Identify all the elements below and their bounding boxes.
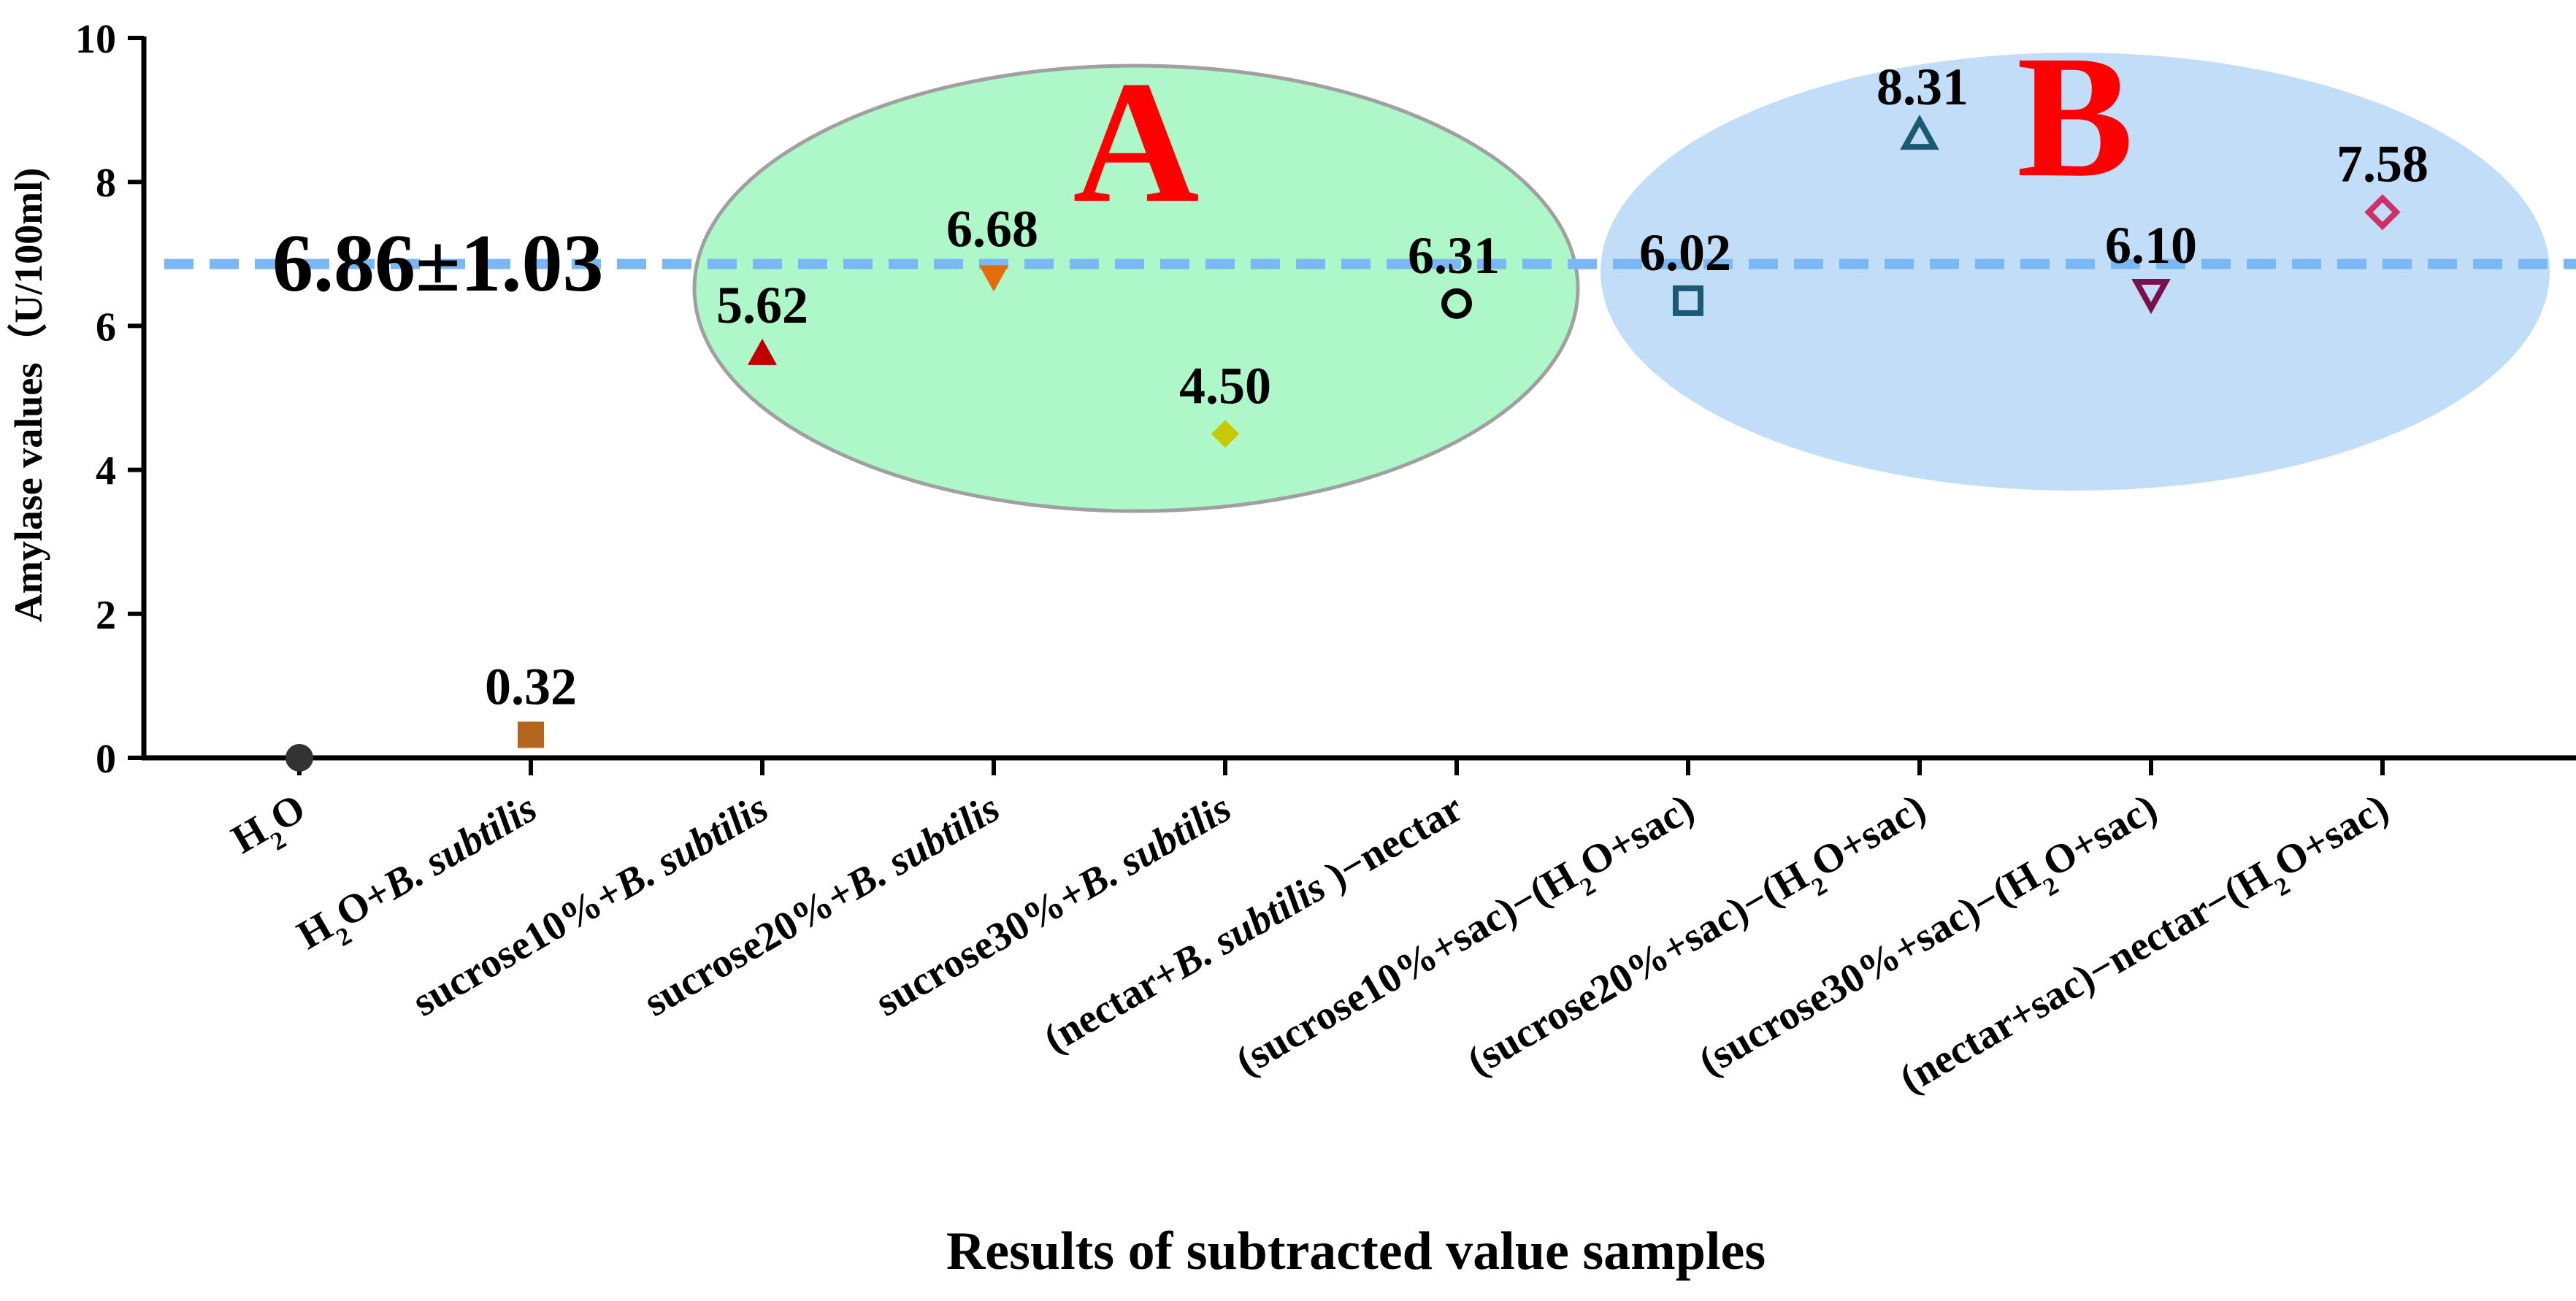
group-a-ellipse	[692, 64, 1580, 513]
group-b-ellipse	[1601, 53, 2550, 491]
value-labels: 0.32 5.62 6.68 4.50 6.31 6.02 8.31 6.10 7.58	[485, 58, 2429, 715]
value-label: 6.68	[946, 199, 1038, 258]
y-tick-label: 6	[96, 304, 116, 350]
x-axis	[142, 755, 2576, 775]
point-diamond	[2364, 193, 2401, 231]
point-circle	[1441, 288, 1472, 319]
mean-label: 6.86±1.03	[272, 218, 603, 309]
y-tick-label: 2	[96, 593, 116, 638]
value-label: 6.02	[1639, 223, 1731, 282]
value-label: 4.50	[1179, 356, 1271, 415]
y-axis: 0 2 4 6 8 10	[75, 17, 147, 782]
point-triangle-up	[748, 338, 777, 365]
y-axis-title: Amylase values（U/100ml)	[7, 168, 50, 622]
y-tick-label: 8	[96, 161, 116, 206]
category-label: H2O	[224, 786, 318, 872]
point-circle	[285, 744, 313, 772]
point-diamond	[1211, 420, 1239, 448]
y-tick-label: 0	[96, 737, 116, 782]
point-square	[1673, 285, 1703, 316]
category-label: (nectar+B. subtilis )−nectar	[1036, 786, 1470, 1062]
value-label: 7.58	[2337, 135, 2429, 193]
point-square	[518, 721, 544, 748]
y-tick-label: 10	[75, 17, 116, 62]
y-tick-label: 4	[96, 449, 116, 494]
group-b-label: B	[2017, 19, 2134, 213]
value-label: 6.31	[1408, 226, 1500, 285]
value-label: 5.62	[716, 276, 808, 334]
point-triangle-up	[1900, 114, 1939, 150]
point-triangle-down	[979, 265, 1008, 292]
data-points	[285, 114, 2401, 772]
point-triangle-down	[2131, 279, 2171, 315]
x-axis-title: Results of subtracted value samples	[946, 1221, 1766, 1281]
group-a-label: A	[1073, 45, 1199, 239]
value-label: 6.10	[2105, 216, 2197, 275]
value-label: 8.31	[1877, 58, 1969, 116]
value-label: 0.32	[485, 657, 577, 715]
